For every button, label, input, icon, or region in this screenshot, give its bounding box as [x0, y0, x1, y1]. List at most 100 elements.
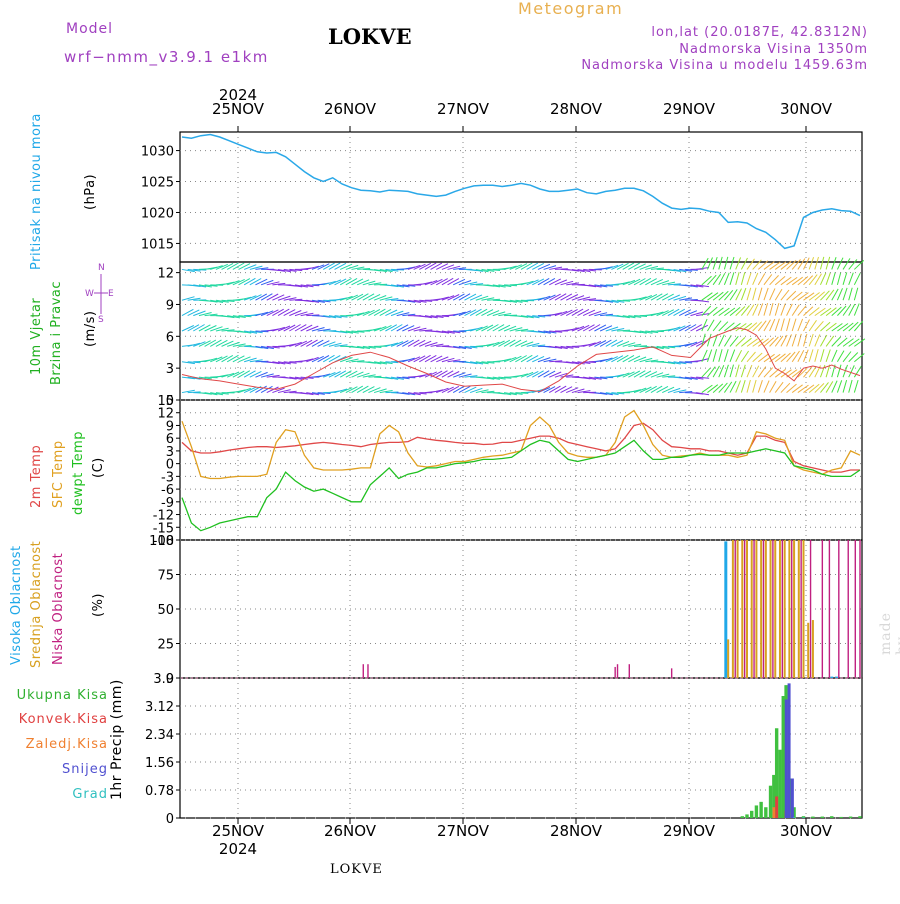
elevation-label: Nadmorska Visina 1350m: [679, 43, 868, 56]
bottom-day-label: 26NOV: [324, 822, 377, 840]
wind-arrow: [453, 386, 464, 392]
wind-arrow: [758, 274, 765, 285]
wind-arrow: [781, 319, 785, 332]
wind-arrow: [775, 289, 782, 300]
wind-arrow: [770, 288, 775, 300]
wind-arrow: [854, 288, 857, 301]
legend-snow: Snijeg: [62, 762, 108, 777]
wind-arrow: [476, 309, 487, 315]
dewpt-ylabel: dewpt Temp: [72, 431, 85, 515]
wind-arrow: [747, 305, 754, 316]
wind-arrow: [250, 279, 261, 285]
wind-arrow: [724, 308, 735, 316]
wind-arrow: [770, 337, 779, 346]
wind-arrow: [233, 356, 245, 362]
wind-arrow: [809, 257, 813, 269]
y-tick-label: 1025: [141, 176, 174, 191]
wind-arrow: [787, 318, 790, 331]
wind-arrow: [798, 277, 808, 285]
wind-arrow: [702, 293, 713, 301]
wind-arrow: [205, 326, 217, 332]
wind-arrow: [216, 340, 228, 346]
wind-arrow: [719, 349, 722, 362]
wind-arrow: [770, 303, 773, 316]
wind-arrow: [267, 294, 278, 300]
wind-arrow: [459, 294, 470, 301]
wind-arrow: [730, 307, 740, 315]
wind-arrow: [493, 325, 504, 331]
legend-conv-rain: Konvek.Kisa: [19, 712, 108, 727]
wind-arrow: [792, 305, 799, 316]
wind-arrow: [849, 288, 853, 301]
wind-arrow: [837, 380, 841, 392]
top-day-label: 29NOV: [663, 100, 716, 118]
wind-arrow: [431, 356, 443, 362]
wind-arrow: [651, 386, 662, 392]
wind-arrow: [854, 380, 858, 392]
wind-arrow: [312, 340, 323, 346]
station-title: LOKVE: [328, 26, 412, 47]
wind-arrow: [397, 325, 408, 331]
wind-arrow: [363, 387, 375, 393]
wind-arrow: [628, 356, 640, 362]
wind-arrow: [352, 279, 364, 285]
wind-arrow: [188, 310, 200, 316]
wind-arrow: [854, 304, 859, 316]
wind-arrow: [527, 356, 538, 362]
wind-arrow: [227, 355, 238, 361]
bottom-year-label: 2024: [219, 840, 257, 858]
wind-arrow: [753, 380, 756, 393]
wind-arrow: [244, 371, 255, 377]
wind-arrow: [702, 368, 711, 377]
wind-arrow: [815, 292, 825, 300]
wind-arrow: [837, 306, 846, 316]
wind-arrow: [707, 293, 718, 301]
wind-arrow: [442, 371, 453, 377]
temp-2m-line: [182, 423, 860, 472]
wind-arrow: [244, 278, 255, 285]
wind-arrow: [837, 258, 843, 270]
wind-arrow: [448, 372, 460, 378]
wind-arrow: [815, 349, 818, 362]
wind-arrow: [747, 288, 751, 300]
wind-arrow: [510, 340, 521, 346]
dewpt-line: [182, 440, 860, 530]
wind-arrow: [498, 325, 510, 331]
bottom-day-label: 27NOV: [437, 822, 490, 840]
y-tick-label: 9: [166, 298, 174, 313]
y-tick-label: 0: [166, 812, 174, 827]
wind-arrow: [758, 380, 762, 392]
wind-arrow: [747, 273, 751, 285]
wind-arrow: [843, 258, 850, 269]
mid-cloud-ylabel: Srednja Oblacnost: [30, 541, 43, 668]
model-label: Model: [66, 22, 113, 36]
wind-arrow: [504, 340, 515, 346]
wind-arrow: [832, 257, 836, 269]
wind-arrow: [736, 257, 741, 269]
bottom-day-label: 29NOV: [663, 822, 716, 840]
wind-arrow: [272, 295, 284, 300]
wind-arrow: [702, 276, 712, 285]
wind-arrow: [267, 387, 279, 393]
wind-arrow: [741, 351, 748, 362]
wind-arrow: [826, 257, 830, 270]
cloud-unit: (%): [92, 593, 105, 617]
wind-arrow: [707, 275, 716, 285]
wind-arrow: [724, 349, 728, 361]
temp-sfc-line: [182, 411, 860, 479]
wind-arrow: [719, 383, 728, 393]
wind-arrow: [640, 371, 651, 377]
wind-arrow: [634, 371, 645, 377]
wind-arrow: [182, 309, 193, 315]
wind-arrow: [368, 294, 380, 300]
wind-arrow: [843, 323, 853, 331]
compass-south: S: [98, 315, 104, 325]
meteogram-heading: Meteogram: [518, 1, 623, 17]
wind-arrow: [764, 320, 771, 331]
wind-arrow: [284, 310, 296, 316]
wind-arrow: [442, 278, 453, 285]
wind-arrow: [804, 350, 809, 362]
wind-arrow: [713, 349, 717, 361]
pressure-unit: (hPa): [84, 174, 97, 210]
